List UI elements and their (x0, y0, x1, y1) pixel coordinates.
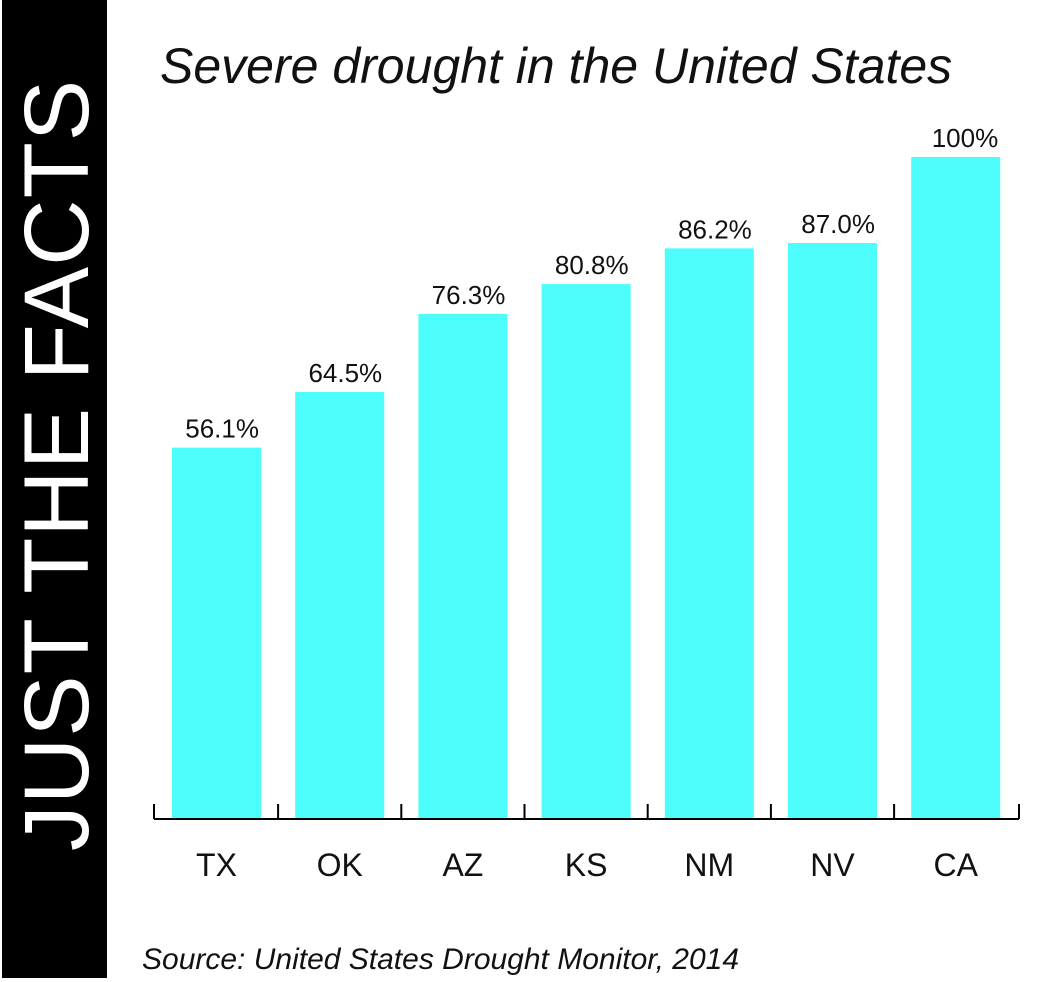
x-tick-label-az: AZ (442, 847, 483, 883)
x-tick-label-nm: NM (684, 847, 734, 883)
x-tick-label-ks: KS (565, 847, 608, 883)
x-axis (153, 804, 1020, 820)
data-label-nv: 87.0% (801, 209, 875, 239)
bar-ok (295, 392, 385, 819)
data-label-tx: 56.1% (185, 414, 259, 444)
data-label-ok: 64.5% (308, 358, 382, 388)
data-label-ca: 100% (932, 123, 999, 153)
bar-tx (172, 447, 261, 819)
bar-nv (788, 243, 877, 819)
bars-layer (172, 157, 1001, 819)
data-label-nm: 86.2% (678, 214, 752, 244)
x-tick-label-tx: TX (196, 847, 237, 883)
x-tick-label-nv: NV (810, 847, 855, 883)
bar-ks (541, 284, 631, 819)
data-label-az: 76.3% (432, 280, 506, 310)
source-note: Source: United States Drought Monitor, 2… (142, 943, 740, 976)
bar-nm (664, 248, 754, 819)
bar-az (418, 313, 508, 819)
data-label-ks: 80.8% (555, 250, 629, 280)
x-tick-label-ca: CA (933, 847, 978, 883)
side-banner: JUST THE FACTS (2, 0, 108, 978)
chart-title: Severe drought in the United States (160, 38, 953, 94)
bar-ca (911, 157, 1001, 819)
x-tick-label-ok: OK (317, 847, 363, 883)
labels-layer: 56.1% TX 64.5% OK 76.3% AZ 80.8% KS 86.2% NM 87.0%… (185, 123, 998, 883)
